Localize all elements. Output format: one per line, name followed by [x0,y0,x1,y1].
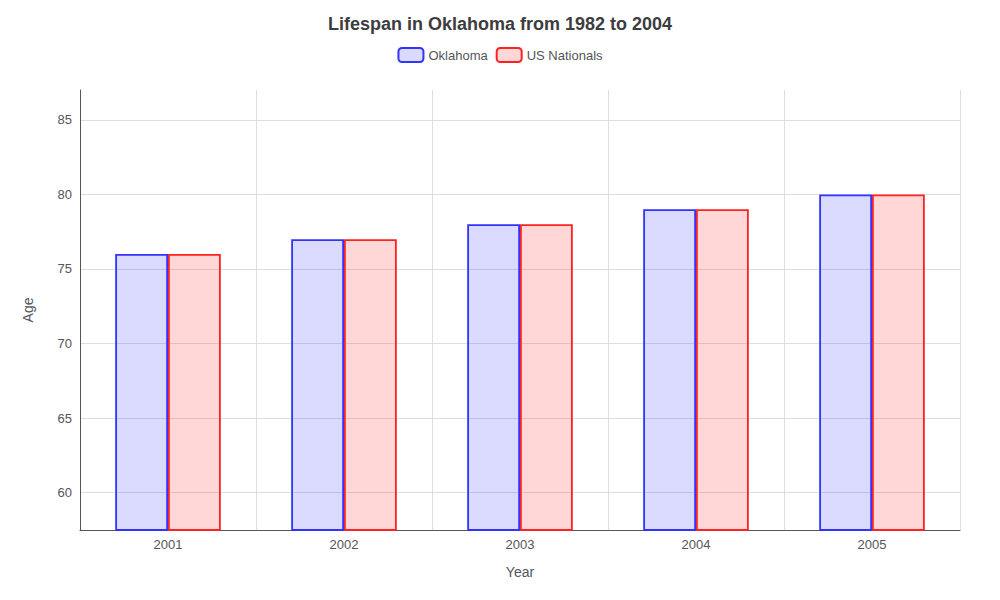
svg-text:Lifespan in Oklahoma from 1982: Lifespan in Oklahoma from 1982 to 2004 [328,14,672,34]
svg-text:Oklahoma: Oklahoma [428,48,488,63]
svg-text:Year: Year [506,564,535,580]
svg-text:75: 75 [58,261,72,276]
svg-text:US Nationals: US Nationals [527,48,603,63]
svg-text:2002: 2002 [330,537,359,552]
svg-text:Age: Age [20,297,36,322]
svg-text:2004: 2004 [682,537,711,552]
svg-text:2005: 2005 [858,537,887,552]
svg-text:70: 70 [58,336,72,351]
svg-text:65: 65 [58,411,72,426]
svg-text:80: 80 [58,187,72,202]
svg-text:2003: 2003 [506,537,535,552]
svg-text:60: 60 [58,485,72,500]
svg-text:2001: 2001 [154,537,183,552]
svg-text:85: 85 [58,112,72,127]
